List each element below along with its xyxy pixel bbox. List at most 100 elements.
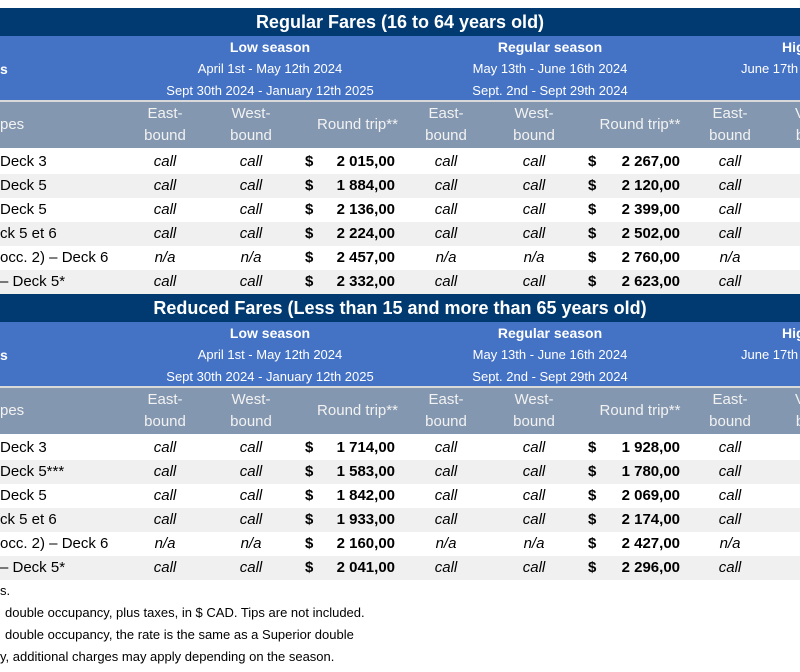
regular-round-trip-price: 2 623,00 <box>621 273 680 290</box>
westbound-header-line1: West- <box>514 391 554 408</box>
table-row: Deck 5 call call $1 884,00 call call $2 120,00… <box>0 174 800 198</box>
low-eastbound: n/a <box>154 249 176 266</box>
eastbound-header-line2: bound <box>425 127 467 144</box>
season-dates: June 17th <box>741 347 799 362</box>
cabin-type-label: Deck 5 <box>0 201 47 218</box>
footnote-1: s. <box>0 583 11 598</box>
low-round-trip-price: 2 224,00 <box>336 225 395 242</box>
low-westbound: call <box>239 487 263 504</box>
regular-round-trip-price: 2 427,00 <box>621 535 680 552</box>
regular-round-trip-price: 2 069,00 <box>621 487 680 504</box>
fare-rows: Deck 3 call call $1 714,00 call call $1 928,00… <box>0 436 800 580</box>
table-row: – Deck 5* call call $2 041,00 call call $2 296… <box>0 556 800 580</box>
season-dates: Sept 30th 2024 - January 12th 2025 <box>166 369 374 384</box>
table-row: Deck 5*** call call $1 583,00 call call $1 780… <box>0 460 800 484</box>
season-name: Low season <box>229 39 311 55</box>
low-eastbound: call <box>153 177 177 194</box>
cabin-type-label: ck 5 et 6 <box>0 225 57 242</box>
low-eastbound: call <box>153 487 177 504</box>
high-eastbound: call <box>718 559 742 576</box>
season-dates: Sept. 2nd - Sept 29th 2024 <box>472 83 628 98</box>
westbound-header: Vb <box>785 389 800 433</box>
regular-westbound: call <box>522 511 546 528</box>
currency-symbol: $ <box>588 249 597 266</box>
season-dates: Sept 30th 2024 - January 12th 2025 <box>166 83 374 98</box>
footnote-2: double occupancy, plus taxes, in $ CAD. … <box>5 605 365 620</box>
season-dates: April 1st - May 12th 2024 <box>197 61 343 76</box>
eastbound-header-line1: East- <box>712 105 748 122</box>
eastbound-header: East-bound <box>130 389 200 433</box>
westbound-header: Vb <box>785 103 800 147</box>
high-eastbound: call <box>718 273 742 290</box>
high-eastbound: call <box>718 153 742 170</box>
low-round-trip-price: 2 041,00 <box>336 559 395 576</box>
low-eastbound: call <box>153 511 177 528</box>
regular-eastbound: n/a <box>435 249 457 266</box>
regular-round-trip-price: 1 780,00 <box>621 463 680 480</box>
table-row: occ. 2) – Deck 6 n/a n/a $2 160,00 n/a n/a $2 … <box>0 532 800 556</box>
regular-round-trip-price: 2 174,00 <box>621 511 680 528</box>
currency-symbol: $ <box>305 177 314 194</box>
eastbound-header-line1: East- <box>428 105 464 122</box>
currency-symbol: $ <box>305 273 314 290</box>
eastbound-header: East-bound <box>130 103 200 147</box>
currency-symbol: $ <box>588 201 597 218</box>
section-title: Reduced Fares (Less than 15 and more tha… <box>0 294 800 322</box>
regular-westbound: call <box>522 201 546 218</box>
eastbound-header-line1: East- <box>712 391 748 408</box>
season-block: Hig June 17th <box>741 36 800 80</box>
round-trip-header: Round trip** <box>599 116 681 133</box>
regular-round-trip-price: 1 928,00 <box>621 439 680 456</box>
regular-eastbound: call <box>434 487 458 504</box>
round-trip-header: Round trip** <box>317 116 398 133</box>
currency-symbol: $ <box>588 153 597 170</box>
currency-symbol: $ <box>588 535 597 552</box>
currency-symbol: $ <box>305 535 314 552</box>
types-header-fragment: pes <box>0 402 25 419</box>
westbound-header: West-bound <box>205 103 297 147</box>
low-round-trip-price: 1 842,00 <box>336 487 395 504</box>
currency-symbol: $ <box>305 153 314 170</box>
currency-symbol: $ <box>588 177 597 194</box>
regular-round-trip-price: 2 296,00 <box>621 559 680 576</box>
low-westbound: call <box>239 559 263 576</box>
eastbound-header-line1: East- <box>428 391 464 408</box>
low-westbound: n/a <box>240 535 262 552</box>
season-block: Low season April 1st - May 12th 2024 Sept … <box>125 322 415 388</box>
column-header-band: pes East-bound West-bound Round trip** East-… <box>0 388 800 434</box>
westbound-header-line2: b <box>785 411 800 433</box>
currency-symbol: $ <box>588 463 597 480</box>
regular-round-trip-price: 2 502,00 <box>621 225 680 242</box>
eastbound-header-line1: East- <box>147 105 183 122</box>
regular-fares-table: Regular Fares (16 to 64 years old) s Low s… <box>0 8 800 294</box>
regular-westbound: n/a <box>523 535 545 552</box>
regular-eastbound: call <box>434 439 458 456</box>
low-eastbound: call <box>153 273 177 290</box>
cabin-type-label: Deck 3 <box>0 439 47 456</box>
regular-eastbound: call <box>434 225 458 242</box>
season-header-band: s Low season April 1st - May 12th 2024 Sept… <box>0 322 800 388</box>
high-eastbound: n/a <box>719 535 741 552</box>
regular-round-trip-price: 2 267,00 <box>621 153 680 170</box>
season-name: Regular season <box>497 39 603 55</box>
currency-symbol: $ <box>588 487 597 504</box>
eastbound-header: East-bound <box>700 389 760 433</box>
low-eastbound: call <box>153 559 177 576</box>
low-westbound: call <box>239 225 263 242</box>
eastbound-header-line1: East- <box>147 391 183 408</box>
westbound-header-line1: West- <box>231 391 271 408</box>
currency-symbol: $ <box>305 487 314 504</box>
table-row: ck 5 et 6 call call $2 224,00 call call $2 502… <box>0 222 800 246</box>
regular-round-trip-price: 2 760,00 <box>621 249 680 266</box>
westbound-header-line1: West- <box>514 105 554 122</box>
regular-westbound: call <box>522 439 546 456</box>
regular-eastbound: call <box>434 177 458 194</box>
eastbound-header-line2: bound <box>144 127 186 144</box>
table-row: Deck 3 call call $2 015,00 call call $2 267,00… <box>0 150 800 174</box>
westbound-header-line2: b <box>785 125 800 147</box>
low-round-trip-price: 2 160,00 <box>336 535 395 552</box>
high-eastbound: call <box>718 439 742 456</box>
westbound-header-line2: bound <box>230 127 272 144</box>
season-name: Low season <box>229 325 311 341</box>
low-westbound: call <box>239 201 263 218</box>
